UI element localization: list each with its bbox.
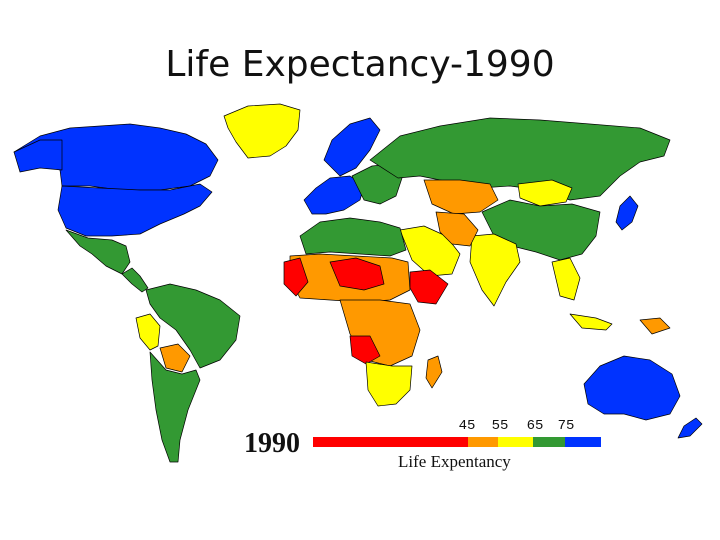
- region-indonesia: [569, 313, 613, 331]
- region-mali-niger: [329, 257, 385, 291]
- legend-swatch-55-65: [498, 437, 533, 447]
- region-eastern-europe: [351, 163, 403, 205]
- region-middle-east: [399, 225, 461, 277]
- region-angola: [349, 335, 381, 365]
- region-greenland: [223, 103, 301, 159]
- region-central-america: [121, 267, 149, 293]
- legend-title: Life Expentancy: [398, 452, 511, 471]
- region-japan: [615, 195, 639, 231]
- region-southern-cone: [149, 351, 201, 463]
- region-brazil-north: [145, 283, 241, 369]
- map-year-label: 1990: [244, 428, 300, 459]
- region-southeast-asia: [551, 257, 581, 301]
- region-australia: [583, 355, 681, 421]
- region-kazakhstan: [423, 179, 499, 215]
- legend-swatch-65-75: [533, 437, 565, 447]
- legend-tick-55: 55: [491, 418, 509, 434]
- region-bolivia: [159, 343, 191, 373]
- region-west-africa: [283, 257, 309, 297]
- region-horn-of-africa: [409, 269, 449, 305]
- world-map: [13, 103, 703, 463]
- legend-tick-45: 45: [458, 418, 476, 434]
- region-iran: [435, 211, 479, 247]
- slide-title: Life Expectancy-1990: [165, 44, 555, 85]
- region-southern-africa: [365, 361, 413, 407]
- region-india: [469, 233, 521, 307]
- region-madagascar: [425, 355, 443, 389]
- region-new-zealand: [677, 417, 703, 439]
- region-usa: [57, 183, 213, 237]
- legend-swatch-lowest: [313, 437, 468, 447]
- region-peru: [135, 313, 161, 351]
- legend-swatch-highest: [565, 437, 601, 447]
- region-alaska: [13, 139, 63, 173]
- legend-swatch-45-55: [468, 437, 498, 447]
- region-north-africa: [299, 217, 407, 257]
- legend-bar: [313, 437, 601, 447]
- legend-tick-65: 65: [526, 418, 544, 434]
- region-scandinavia: [323, 117, 381, 177]
- region-mexico: [65, 229, 131, 275]
- region-papua: [639, 317, 671, 335]
- region-mongolia: [517, 179, 573, 207]
- legend-tick-75: 75: [557, 418, 575, 434]
